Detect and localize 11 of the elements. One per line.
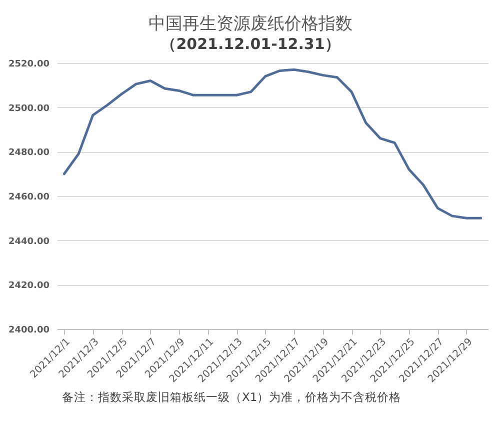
y-tick-label: 2520.00 [8,60,50,70]
y-tick-label: 2500.00 [8,104,50,114]
y-tick-label: 2460.00 [8,192,50,202]
chart-title: 中国再生资源废纸价格指数 [148,14,352,34]
chart-subtitle: （2021.12.01-12.31） [161,35,340,53]
text: 备注：指数采取废旧箱板纸一级（X1）为准，价格为不含税价格 [62,390,402,404]
y-tick-label: 2480.00 [8,148,50,158]
y-tick-label: 2420.00 [8,281,50,292]
y-tick-label: 2440.00 [8,236,50,247]
line-series [62,68,482,220]
y-tick-label: 2400.00 [8,326,50,336]
